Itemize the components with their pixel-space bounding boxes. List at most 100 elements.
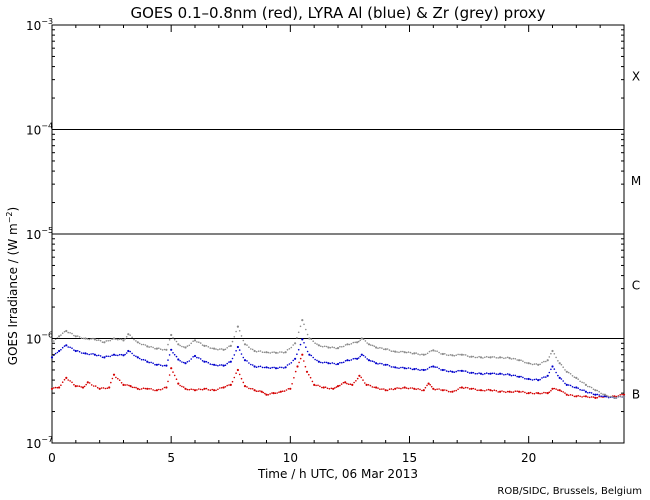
data-dot-red: [117, 377, 119, 380]
data-dot-blue: [579, 388, 581, 391]
data-dot-blue: [370, 360, 372, 362]
data-dot-grey: [226, 347, 228, 349]
data-dot-blue: [573, 386, 576, 389]
data-dot-grey: [449, 354, 452, 356]
data-dot-blue: [201, 360, 204, 362]
data-dot-blue: [273, 366, 275, 369]
data-dot-blue: [457, 369, 459, 372]
data-dot-red: [388, 388, 391, 391]
data-dot-grey: [543, 360, 545, 363]
data-dot-red: [590, 396, 593, 398]
data-dot-blue: [396, 367, 398, 369]
data-dot-red: [535, 392, 538, 394]
data-dot-red: [557, 389, 559, 391]
data-point-blue: [584, 390, 588, 393]
data-dot-red: [73, 383, 75, 386]
data-dot-red: [474, 388, 477, 391]
data-dot-red: [539, 392, 541, 395]
data-dot-grey: [299, 325, 302, 328]
data-dot-red: [85, 383, 87, 386]
data-dot-grey: [590, 386, 593, 389]
data-dot-grey: [373, 345, 376, 348]
data-point-grey: [301, 319, 304, 322]
data-dot-blue: [161, 365, 164, 367]
data-dot-grey: [167, 343, 169, 346]
data-point-grey: [413, 352, 416, 355]
data-dot-grey: [342, 345, 345, 348]
data-point-red: [470, 387, 473, 390]
data-dot-red: [531, 392, 534, 395]
data-dot-red: [434, 388, 437, 391]
data-point-grey: [274, 351, 278, 354]
data-dot-red: [88, 382, 91, 384]
data-dot-grey: [271, 351, 274, 354]
data-dot-blue: [557, 374, 559, 377]
data-dot-blue: [60, 348, 62, 351]
data-dot-red: [199, 388, 202, 391]
data-dot-grey: [457, 353, 459, 356]
data-dot-grey: [105, 340, 108, 342]
data-point-red: [344, 381, 347, 384]
data-dot-red: [267, 394, 270, 396]
data-dot-blue: [449, 370, 452, 372]
data-dot-blue: [426, 368, 429, 370]
data-dot-blue: [129, 350, 131, 353]
data-point-grey: [584, 383, 588, 386]
data-dot-red: [398, 387, 400, 390]
data-dot-red: [436, 388, 438, 391]
data-point-blue: [327, 362, 330, 365]
data-dot-blue: [398, 367, 400, 370]
data-dot-blue: [531, 379, 534, 381]
data-dot-red: [90, 384, 93, 386]
data-dot-grey: [386, 348, 389, 350]
data-dot-grey: [220, 348, 223, 350]
data-dot-red: [255, 390, 258, 393]
data-dot-grey: [447, 354, 450, 357]
data-dot-red: [217, 388, 219, 391]
data-dot-red: [54, 386, 57, 389]
data-dot-blue: [352, 358, 355, 360]
data-dot-red: [285, 389, 288, 391]
data-dot-blue: [392, 366, 395, 368]
data-dot-grey: [609, 395, 612, 398]
data-dot-blue: [357, 357, 360, 359]
data-point-blue: [58, 349, 61, 353]
data-dot-grey: [331, 346, 334, 348]
data-dot-blue: [598, 394, 600, 396]
data-dot-blue: [400, 366, 402, 369]
data-dot-blue: [111, 354, 113, 357]
data-point-red: [394, 387, 397, 390]
data-point-grey: [527, 362, 530, 365]
data-point-red: [565, 393, 568, 396]
data-dot-red: [426, 384, 428, 387]
data-dot-grey: [560, 363, 563, 366]
data-dot-red: [262, 391, 265, 394]
data-dot-red: [168, 374, 171, 376]
data-dot-blue: [447, 370, 450, 373]
data-point-grey: [284, 351, 287, 354]
data-dot-red: [581, 396, 583, 398]
data-dot-grey: [426, 352, 429, 355]
data-dot-blue: [419, 369, 421, 372]
data-dot-grey: [217, 348, 219, 351]
data-dot-blue: [484, 372, 486, 375]
data-dot-grey: [354, 341, 357, 344]
data-dot-grey: [99, 339, 102, 342]
data-dot-red: [142, 387, 145, 390]
data-dot-grey: [607, 395, 610, 398]
data-dot-red: [516, 390, 518, 393]
data-point-red: [551, 387, 554, 390]
data-dot-blue: [233, 354, 236, 356]
data-point-red: [584, 395, 588, 398]
data-dot-blue: [173, 353, 176, 356]
data-dot-red: [353, 381, 355, 384]
data-dot-grey: [310, 338, 313, 341]
data-dot-grey: [463, 354, 465, 356]
data-dot-blue: [590, 392, 593, 394]
data-dot-grey: [464, 354, 467, 356]
data-dot-blue: [90, 353, 92, 355]
data-dot-grey: [455, 354, 458, 357]
data-point-red: [613, 395, 616, 398]
data-dot-blue: [86, 353, 89, 355]
data-dot-grey: [415, 352, 418, 354]
